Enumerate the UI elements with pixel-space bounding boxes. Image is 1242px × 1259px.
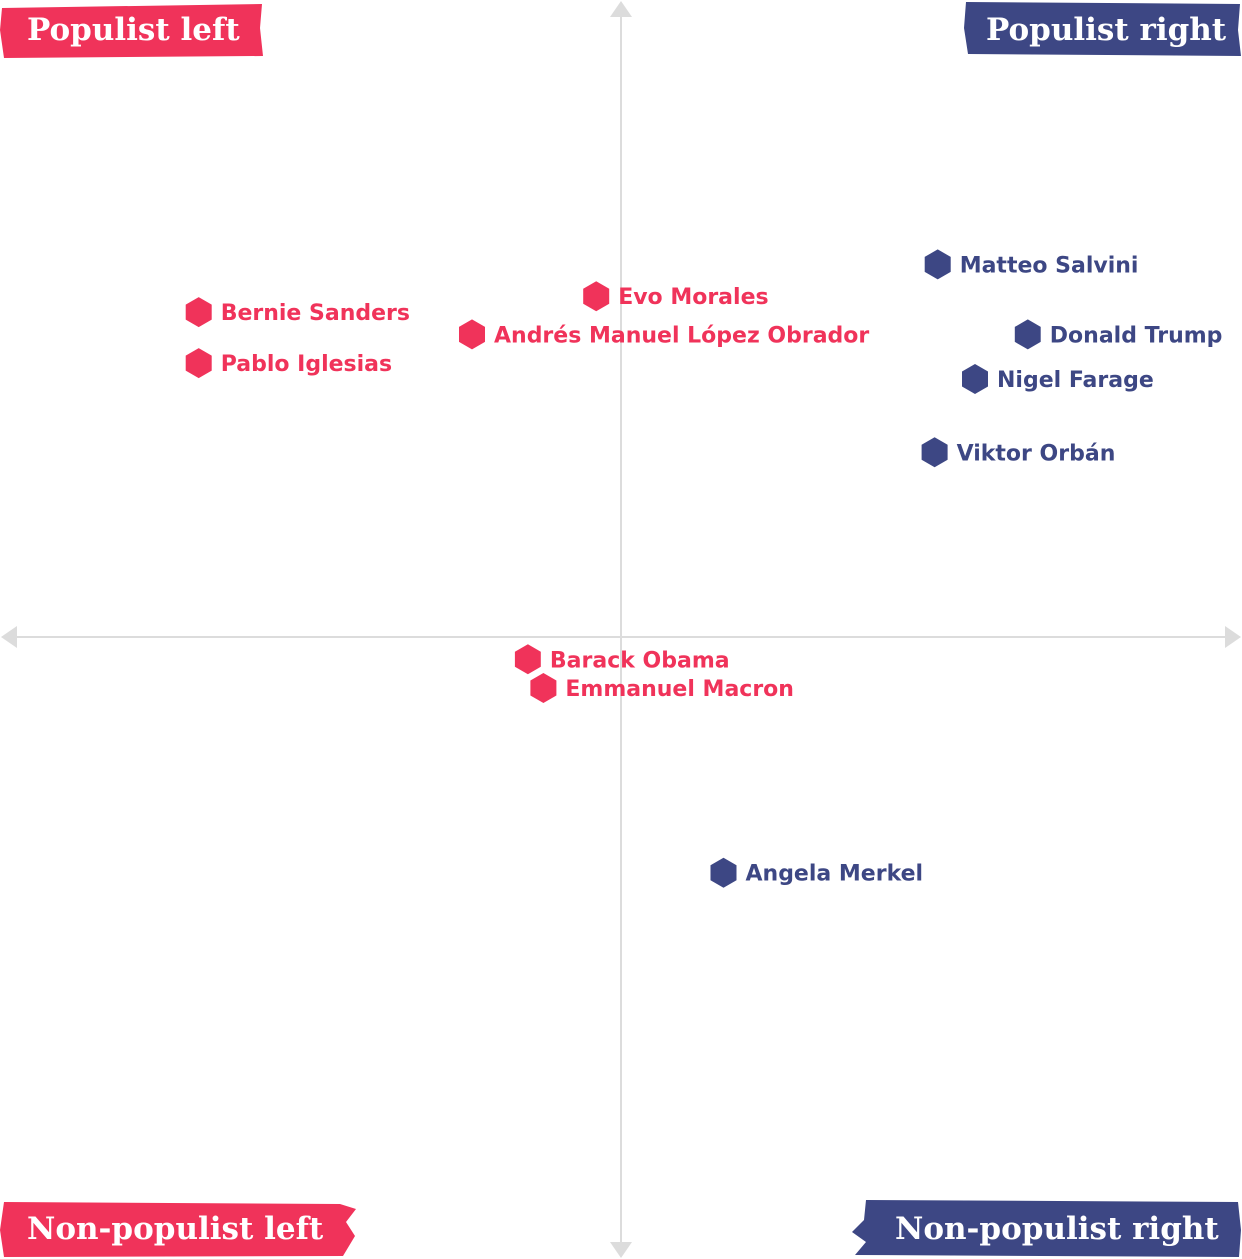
data-point-label: Angela Merkel [746, 862, 924, 887]
data-point: Angela Merkel [710, 857, 924, 888]
quadrant-label-top-right: Populist right [964, 2, 1241, 56]
data-point-label: Donald Trump [1050, 323, 1223, 348]
data-point-label: Nigel Farage [997, 368, 1154, 393]
data-point: Emmanuel Macron [530, 673, 794, 703]
data-point: Evo Morales [583, 281, 769, 312]
arrow-left-icon [1, 626, 17, 648]
quadrant-label-text: Non-populist right [895, 1211, 1219, 1247]
data-point-label: Andrés Manuel López Obrador [494, 323, 869, 348]
hexagon-marker-icon [962, 364, 988, 394]
data-point-label: Viktor Orbán [957, 441, 1116, 466]
hexagon-marker-icon [185, 297, 212, 328]
quadrant-label-bg [964, 2, 1241, 56]
hexagon-marker-icon [924, 249, 951, 280]
data-point-label: Evo Morales [618, 285, 768, 310]
data-point: Pablo Iglesias [185, 348, 392, 379]
quadrant-label-text: Populist left [27, 12, 240, 48]
points-layer: Bernie Sanders Pablo Iglesias Evo Morales A… [185, 249, 1223, 888]
data-point-label: Matteo Salvini [960, 253, 1139, 278]
hexagon-marker-icon [185, 348, 212, 379]
hexagon-marker-icon [710, 857, 737, 888]
data-point: Viktor Orbán [921, 437, 1116, 468]
hexagon-marker-icon [921, 437, 948, 468]
data-point: Andrés Manuel López Obrador [459, 319, 869, 350]
arrow-down-icon [610, 1242, 632, 1258]
data-point: Barack Obama [514, 644, 730, 675]
hexagon-marker-icon [530, 673, 557, 703]
data-point-label: Bernie Sanders [221, 301, 410, 326]
data-point-label: Pablo Iglesias [221, 352, 392, 377]
data-point-label: Emmanuel Macron [565, 677, 794, 702]
hexagon-marker-icon [459, 319, 485, 350]
data-point: Bernie Sanders [185, 297, 410, 328]
quadrant-label-bg [0, 1202, 356, 1257]
data-point: Donald Trump [1014, 319, 1223, 350]
quadrant-label-text: Populist right [986, 12, 1227, 48]
data-point: Matteo Salvini [924, 249, 1139, 280]
data-point: Nigel Farage [962, 364, 1154, 394]
hexagon-marker-icon [514, 644, 541, 675]
hexagon-marker-icon [583, 281, 610, 312]
quadrant-label-bg [0, 4, 263, 58]
quadrant-label-bg [852, 1200, 1241, 1257]
quadrant-label-text: Non-populist left [27, 1211, 324, 1247]
arrow-right-icon [1225, 626, 1241, 648]
quadrant-label-top-left: Populist left [0, 4, 263, 58]
data-point-label: Barack Obama [550, 648, 730, 673]
quadrant-label-bottom-left: Non-populist left [0, 1202, 356, 1257]
hexagon-marker-icon [1014, 319, 1041, 350]
quadrant-label-bottom-right: Non-populist right [852, 1200, 1241, 1257]
arrow-up-icon [610, 1, 632, 17]
